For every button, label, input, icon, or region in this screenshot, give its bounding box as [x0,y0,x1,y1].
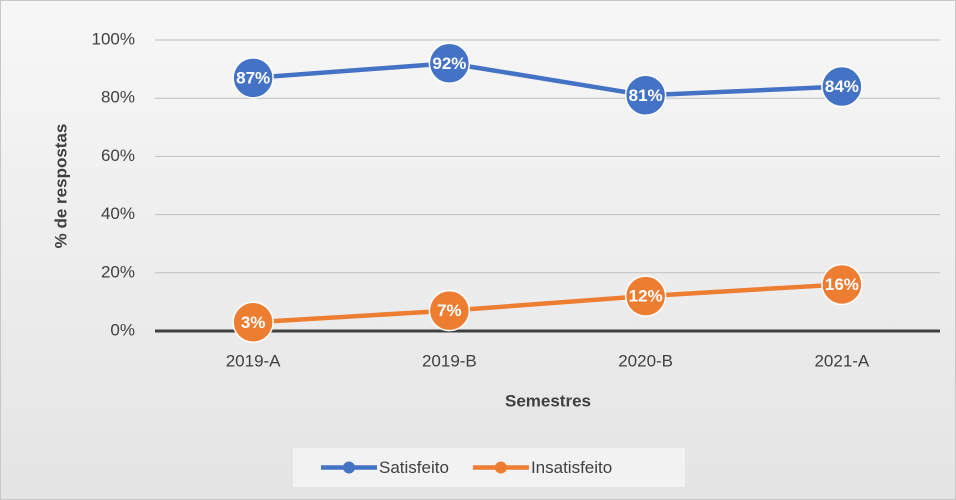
data-point [428,42,471,85]
series-line [252,61,842,98]
y-axis-title: % de respostas [51,124,70,249]
x-axis-title: Semestres [505,391,591,410]
data-label: 92% [432,54,466,73]
legend-marker [343,461,355,474]
data-label: 12% [629,287,663,306]
data-point [821,65,863,108]
x-tick-label: 2021-A [814,351,869,370]
y-tick-label: 40% [101,204,135,223]
y-tick-label: 60% [101,146,135,165]
data-label: 3% [241,313,266,332]
data-point [232,301,274,344]
legend-label: Satisfeito [379,458,449,477]
y-tick-label: 80% [101,88,135,107]
data-point [428,289,471,332]
y-tick-label: 20% [101,262,135,281]
x-tick-label: 2019-B [422,351,477,370]
data-point [624,275,667,317]
data-label: 87% [236,68,270,87]
y-tick-label: 0% [110,320,135,339]
data-label: 81% [629,86,663,105]
data-point [232,57,274,99]
data-point [821,263,863,306]
series-line [252,282,843,325]
data-label: 7% [437,301,462,320]
data-point [624,74,667,117]
y-tick-label: 100% [92,29,135,48]
data-label: 16% [825,275,859,294]
legend-marker [494,461,507,474]
data-label: 84% [825,77,859,96]
x-tick-label: 2019-A [226,351,281,370]
x-tick-label: 2020-B [618,351,673,370]
legend-label: Insatisfeito [531,458,612,477]
